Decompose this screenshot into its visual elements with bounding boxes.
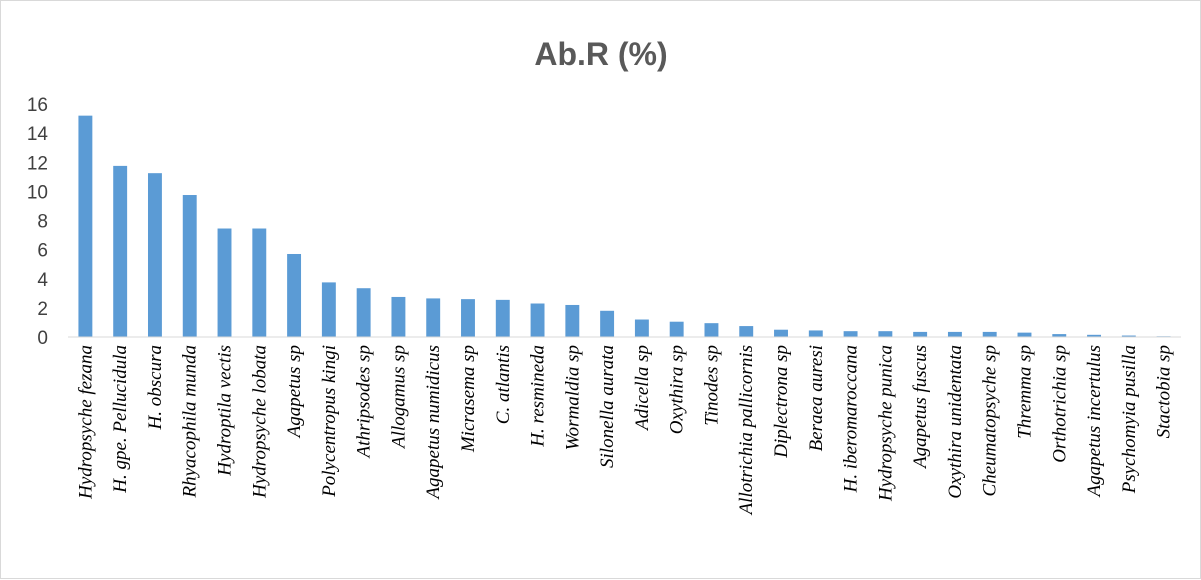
bar xyxy=(669,321,684,337)
x-category-label: H. resmineda xyxy=(528,345,549,448)
x-category-label: Agapetus sp xyxy=(284,345,305,439)
x-category-label: Oxythira sp xyxy=(667,345,688,434)
bar xyxy=(252,228,267,337)
bar xyxy=(461,299,475,337)
bar xyxy=(704,323,719,337)
x-category-label: Hydropsyche punica xyxy=(875,345,896,502)
x-category-label: Thremma sp xyxy=(1014,345,1035,439)
bar xyxy=(217,228,232,337)
bar xyxy=(287,253,302,337)
bar xyxy=(808,330,823,337)
bar xyxy=(147,173,162,337)
bars xyxy=(78,115,1171,338)
bar xyxy=(1017,332,1032,337)
bar xyxy=(78,115,93,338)
x-category-label: H. iberomaroccana xyxy=(841,345,862,493)
x-axis-category-labels: Hydropsyche fezana H. gpe. Pellucidula H. … xyxy=(75,345,1174,516)
x-category-label: Hydroptila vectis xyxy=(215,345,236,477)
bar xyxy=(356,288,371,337)
y-tick-label: 2 xyxy=(37,299,48,320)
x-category-label: Agapetus numidicus xyxy=(423,345,444,501)
bar xyxy=(1052,334,1067,337)
y-tick-label: 8 xyxy=(37,212,48,233)
x-category-label: Adicella sp xyxy=(632,345,653,432)
x-category-label: Allogamus sp xyxy=(388,345,409,450)
x-category-label: Allotrichia pallicornis xyxy=(736,345,757,516)
bar xyxy=(565,304,580,337)
bar xyxy=(426,298,441,337)
x-category-label: H. obscura xyxy=(145,345,166,430)
y-tick-label: 4 xyxy=(37,270,48,291)
y-tick-label: 10 xyxy=(27,182,48,203)
chart-title: Ab.R (%) xyxy=(534,36,667,72)
bar xyxy=(739,326,754,337)
y-tick-label: 6 xyxy=(37,241,48,262)
y-tick-label: 14 xyxy=(27,124,49,145)
x-category-label: Wormaldia sp xyxy=(562,345,583,450)
bar xyxy=(774,329,788,337)
x-category-label: Hydropsyche lobata xyxy=(249,345,270,499)
bar xyxy=(495,299,510,337)
x-category-label: Micrasema sp xyxy=(458,345,479,453)
x-category-label: Polycentropus kingi xyxy=(319,345,340,498)
x-category-label: Oxythira unidentata xyxy=(945,345,966,499)
x-category-label: Athripsodes sp xyxy=(354,345,375,459)
bar xyxy=(113,165,128,337)
y-tick-label: 16 xyxy=(27,95,48,116)
x-category-label: Orthotrichia sp xyxy=(1049,345,1070,463)
y-tick-label: 12 xyxy=(27,153,48,174)
x-category-label: Agapetus fuscus xyxy=(910,345,931,470)
bar xyxy=(530,303,545,337)
x-category-label: H. gpe. Pellucidula xyxy=(110,345,131,494)
y-axis-tick-labels: 0 2 4 6 8 10 12 14 16 xyxy=(27,95,49,349)
x-category-label: Stactobia sp xyxy=(1154,345,1175,438)
bar xyxy=(182,195,197,337)
x-category-label: Cheumatopsyche sp xyxy=(980,345,1001,496)
bar xyxy=(947,331,962,337)
bar xyxy=(1087,334,1102,337)
x-category-label: Psychomyia pusilla xyxy=(1119,345,1140,494)
bar xyxy=(634,319,649,337)
x-category-label: Silonella aurata xyxy=(597,345,618,468)
x-category-label: Beraea auresi xyxy=(806,345,827,451)
x-category-label: Rhyacophila munda xyxy=(180,345,201,499)
bar xyxy=(391,296,406,337)
bar xyxy=(1121,335,1136,337)
y-tick-label: 0 xyxy=(37,328,48,349)
bar xyxy=(321,282,336,337)
x-category-label: Diplectrona sp xyxy=(771,345,792,459)
bar xyxy=(843,331,858,337)
bar xyxy=(878,331,893,337)
bar xyxy=(913,331,928,337)
bar xyxy=(982,331,997,337)
x-category-label: C. atlantis xyxy=(493,345,514,424)
x-category-label: Hydropsyche fezana xyxy=(75,345,96,500)
x-category-label: Tinodes sp xyxy=(701,345,722,426)
x-category-label: Agapetus incertulus xyxy=(1084,345,1105,498)
bar xyxy=(600,310,615,337)
